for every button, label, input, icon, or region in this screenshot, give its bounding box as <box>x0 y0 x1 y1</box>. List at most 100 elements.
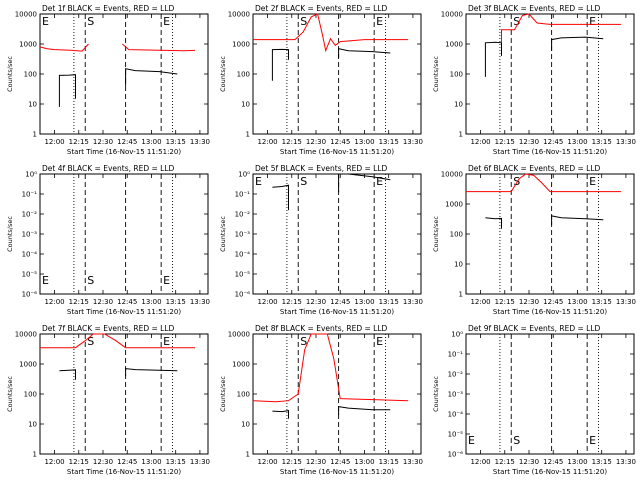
y-tick-label: 10⁻¹ <box>235 191 251 199</box>
events-series-line <box>551 36 604 51</box>
y-tick-label: 10⁻¹ <box>448 351 464 359</box>
panel-title: Det 8f BLACK = Events, RED = LLD <box>255 324 388 333</box>
y-tick-label: 100 <box>450 231 463 239</box>
x-tick-label: 12:00 <box>44 458 64 466</box>
marker-label: E <box>163 335 170 348</box>
events-series-line <box>484 41 502 77</box>
marker-label: S <box>300 175 307 188</box>
marker-label: E <box>589 434 596 447</box>
y-axis-label: Counts/sec <box>219 216 227 252</box>
x-tick-label: 13:00 <box>141 298 161 306</box>
plot-frame <box>465 13 635 135</box>
marker-label: S <box>300 15 307 28</box>
marker-label: S <box>87 274 94 287</box>
y-axis-label: Counts/sec <box>219 56 227 92</box>
x-tick-label: 12:15 <box>69 298 89 306</box>
events-series-line <box>58 74 76 107</box>
x-tick-label: 12:45 <box>330 298 350 306</box>
detector-panel-6: Det 6f BLACK = Events, RED = LLD Counts/s… <box>432 164 636 316</box>
x-tick-label: 12:30 <box>519 298 539 306</box>
x-tick-label: 13:30 <box>403 138 423 146</box>
x-tick-label: 12:30 <box>306 458 326 466</box>
events-series-line <box>125 368 178 376</box>
x-tick-label: 13:30 <box>616 298 636 306</box>
lld-series-line <box>252 333 409 403</box>
y-axis-label: Counts/sec <box>432 376 440 412</box>
y-tick-label: 10⁻² <box>22 211 38 219</box>
y-tick-label: 10000 <box>228 11 250 19</box>
detector-panel-3: Det 3f BLACK = Events, RED = LLD Counts/s… <box>432 4 636 156</box>
y-tick-label: 10⁻⁵ <box>22 271 38 279</box>
y-tick-label: 10000 <box>441 171 463 179</box>
x-tick-label: 13:30 <box>403 298 423 306</box>
x-tick-label: 13:30 <box>616 458 636 466</box>
events-series-line <box>338 47 391 58</box>
y-tick-label: 10⁻⁴ <box>235 251 251 259</box>
y-tick-label: 1000 <box>19 41 37 49</box>
x-axis-label: Start Time (16-Nov-15 11:51:20) <box>280 468 394 476</box>
events-series-line <box>485 217 502 229</box>
y-tick-label: 10⁻³ <box>22 231 38 239</box>
marker-label: E <box>589 15 596 28</box>
y-tick-label: 1000 <box>19 361 37 369</box>
panel-title: Det 3f BLACK = Events, RED = LLD <box>468 4 601 13</box>
y-tick-label: 10⁻¹ <box>22 191 38 199</box>
panel-title: Det 6f BLACK = Events, RED = LLD <box>468 164 601 173</box>
y-tick-label: 10⁻⁵ <box>448 431 464 439</box>
y-tick-label: 100 <box>24 71 37 79</box>
y-axis-label: Counts/sec <box>432 216 440 252</box>
y-tick-label: 1 <box>246 451 250 459</box>
events-series-line <box>272 410 289 419</box>
events-series-line <box>338 173 391 193</box>
x-tick-label: 12:00 <box>470 298 490 306</box>
x-tick-label: 13:15 <box>592 138 612 146</box>
marker-label: S <box>513 175 520 188</box>
x-axis-label: Start Time (16-Nov-15 11:51:20) <box>493 308 607 316</box>
y-tick-label: 1000 <box>232 41 250 49</box>
y-tick-label: 10⁻⁶ <box>235 291 251 299</box>
x-tick-label: 12:45 <box>330 138 350 146</box>
x-tick-label: 13:30 <box>190 138 210 146</box>
y-tick-label: 10⁰ <box>238 171 250 179</box>
lld-series-line <box>501 13 622 43</box>
plot-frame <box>252 333 422 455</box>
lld-series-line <box>122 43 196 52</box>
lld-series-line <box>39 43 89 52</box>
detector-panel-2: Det 2f BLACK = Events, RED = LLD Counts/s… <box>219 4 423 156</box>
y-tick-label: 10⁻⁵ <box>235 271 251 279</box>
x-tick-label: 13:15 <box>592 458 612 466</box>
marker-label: E <box>42 15 49 28</box>
detector-panel-7: Det 7f BLACK = Events, RED = LLD Counts/s… <box>6 324 210 476</box>
y-tick-label: 1 <box>33 451 37 459</box>
y-tick-label: 10⁻⁶ <box>448 451 464 459</box>
y-tick-label: 1 <box>459 131 463 139</box>
x-tick-label: 13:15 <box>166 298 186 306</box>
x-tick-label: 12:15 <box>69 458 89 466</box>
marker-label: E <box>468 434 475 447</box>
x-tick-label: 12:15 <box>495 138 515 146</box>
x-tick-label: 12:45 <box>543 458 563 466</box>
x-tick-label: 13:15 <box>166 458 186 466</box>
events-series-line <box>272 184 289 211</box>
panel-title: Det 9f BLACK = Events, RED = LLD <box>468 324 601 333</box>
y-axis-label: Counts/sec <box>6 56 14 92</box>
marker-label: S <box>87 15 94 28</box>
y-axis-label: Counts/sec <box>432 56 440 92</box>
x-axis-label: Start Time (16-Nov-15 11:51:20) <box>67 308 181 316</box>
x-tick-label: 13:00 <box>567 298 587 306</box>
plot-frame <box>39 13 209 135</box>
x-tick-label: 12:30 <box>93 138 113 146</box>
y-tick-label: 10000 <box>228 331 250 339</box>
y-tick-label: 10000 <box>441 11 463 19</box>
marker-label: E <box>163 274 170 287</box>
y-tick-label: 10⁻³ <box>235 231 251 239</box>
x-tick-label: 13:00 <box>354 298 374 306</box>
events-series-line <box>551 215 604 225</box>
marker-label: E <box>163 15 170 28</box>
marker-label: S <box>513 434 520 447</box>
y-tick-label: 10 <box>28 101 37 109</box>
y-tick-label: 10 <box>28 421 37 429</box>
x-tick-label: 12:15 <box>282 458 302 466</box>
marker-label: E <box>589 175 596 188</box>
